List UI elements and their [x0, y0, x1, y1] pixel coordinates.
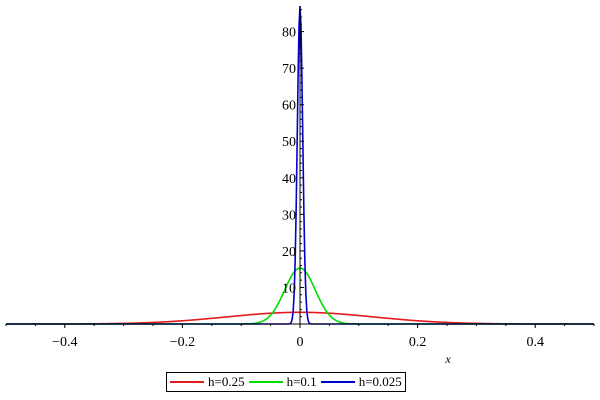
y-axis-ticks: 10 20 30 40 50 60 70 80 — [282, 9, 304, 318]
x-tick-label: 0 — [297, 335, 304, 350]
x-tick-label: −0.2 — [170, 335, 195, 350]
y-tick-label: 30 — [282, 208, 296, 223]
legend-item-series-2: h=0.1 — [248, 374, 317, 390]
line-chart: −0.4 −0.2 0 0.2 0.4 10 20 30 40 50 60 70 80 x — [5, 5, 595, 366]
y-tick-label: 10 — [282, 281, 296, 296]
legend-label-series-1: h=0.25 — [208, 374, 245, 389]
x-tick-label: 0.2 — [409, 335, 427, 350]
y-tick-label: 40 — [282, 172, 296, 187]
x-axis-title: x — [444, 352, 451, 366]
legend-swatch-series-1 — [170, 381, 204, 383]
legend-swatch-series-2 — [248, 381, 283, 383]
y-tick-label: 80 — [282, 26, 296, 41]
legend-label-series-2: h=0.1 — [286, 374, 317, 389]
y-tick-label: 60 — [282, 99, 296, 114]
legend-label-series-3: h=0.025 — [358, 374, 402, 389]
legend-swatch-series-3 — [320, 381, 355, 383]
y-tick-label: 20 — [282, 245, 296, 260]
y-tick-label: 70 — [282, 62, 296, 77]
y-tick-label: 50 — [282, 135, 296, 150]
legend-item-series-1: h=0.25 — [170, 374, 245, 390]
x-tick-label: 0.4 — [526, 335, 544, 350]
x-tick-label: −0.4 — [52, 335, 77, 350]
legend-item-series-3: h=0.025 — [320, 374, 402, 390]
legend: h=0.25 h=0.1 h=0.025 — [166, 372, 406, 392]
x-axis-ticks: −0.4 −0.2 0 0.2 0.4 — [5, 324, 595, 350]
